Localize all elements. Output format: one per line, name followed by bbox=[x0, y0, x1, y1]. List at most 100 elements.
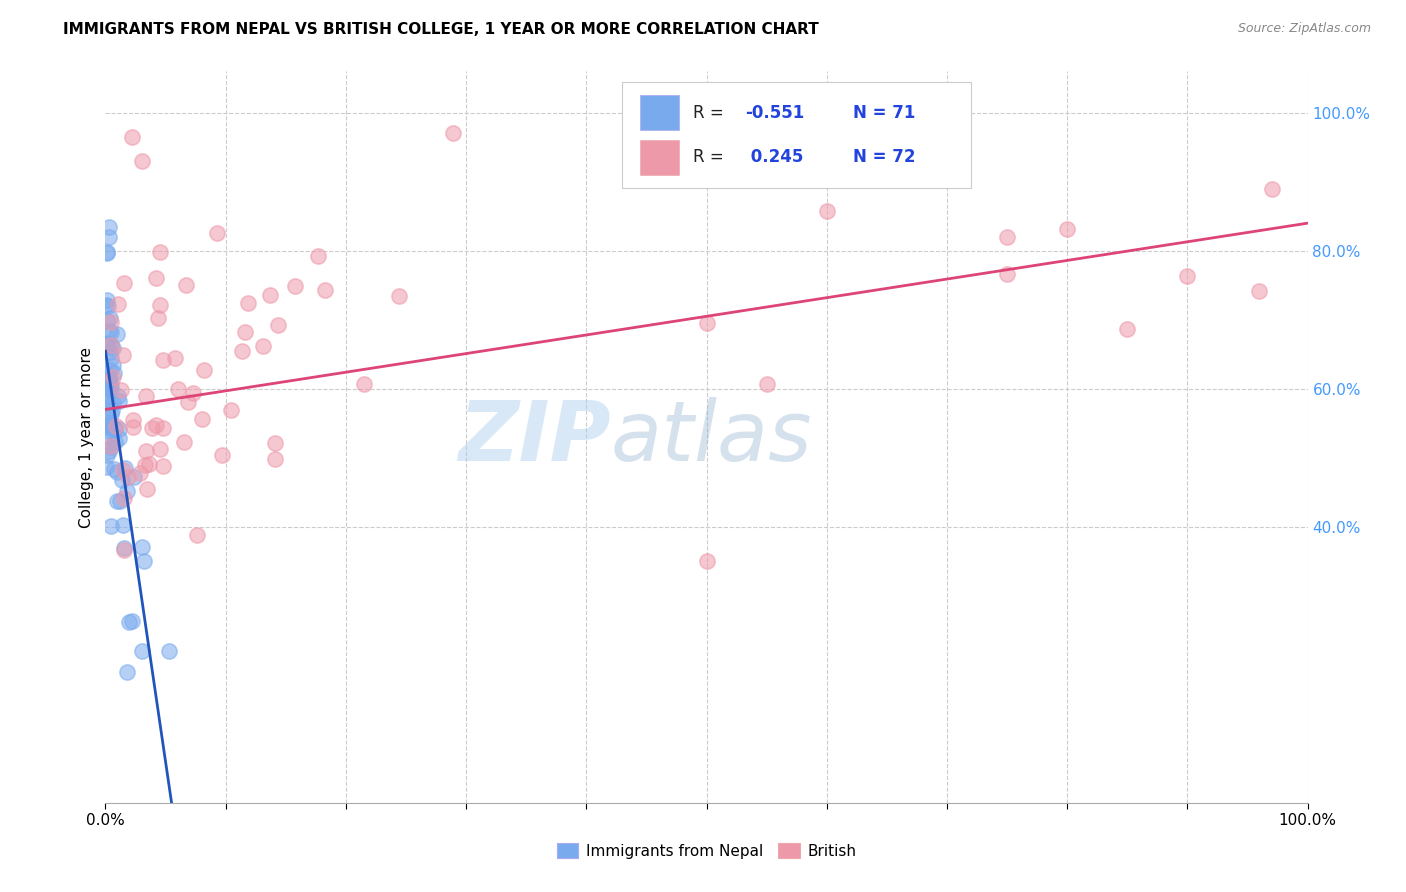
Point bbox=[101, 342, 124, 356]
Point bbox=[100, 325, 122, 339]
Point bbox=[145, 417, 167, 432]
Point bbox=[264, 452, 287, 467]
Point bbox=[107, 389, 129, 403]
Point bbox=[117, 470, 139, 484]
Point bbox=[122, 413, 145, 427]
Point bbox=[134, 458, 156, 472]
Point bbox=[96, 244, 118, 259]
Point bbox=[97, 369, 120, 384]
Point bbox=[97, 424, 120, 438]
Point bbox=[96, 388, 118, 402]
Point bbox=[100, 351, 122, 365]
Point bbox=[193, 363, 215, 377]
Point bbox=[252, 338, 274, 352]
Point bbox=[96, 448, 118, 462]
Point bbox=[101, 396, 124, 410]
Point bbox=[94, 298, 117, 312]
Point bbox=[115, 665, 138, 679]
Point bbox=[211, 448, 233, 462]
Point bbox=[696, 554, 718, 568]
Point bbox=[173, 434, 195, 449]
Point bbox=[97, 299, 120, 313]
Point bbox=[107, 422, 129, 436]
Point bbox=[259, 288, 281, 302]
Point bbox=[284, 279, 307, 293]
Point bbox=[100, 439, 122, 453]
Point bbox=[121, 614, 143, 628]
Point bbox=[104, 422, 127, 436]
Point bbox=[111, 348, 134, 362]
Point bbox=[105, 419, 128, 434]
Point bbox=[98, 310, 121, 325]
Point bbox=[141, 420, 163, 434]
Point bbox=[995, 267, 1018, 281]
Point bbox=[98, 380, 121, 394]
Text: N = 71: N = 71 bbox=[853, 103, 915, 122]
Point bbox=[876, 127, 898, 141]
Point bbox=[98, 421, 121, 435]
Point bbox=[995, 230, 1018, 244]
Point bbox=[152, 420, 174, 434]
Point bbox=[96, 460, 118, 475]
Point bbox=[388, 289, 411, 303]
Point bbox=[105, 326, 128, 341]
Point bbox=[97, 324, 120, 338]
Point bbox=[755, 376, 778, 391]
Point bbox=[122, 470, 145, 484]
Text: 0.245: 0.245 bbox=[745, 148, 803, 166]
Point bbox=[233, 325, 256, 339]
Point bbox=[167, 383, 190, 397]
Text: IMMIGRANTS FROM NEPAL VS BRITISH COLLEGE, 1 YEAR OR MORE CORRELATION CHART: IMMIGRANTS FROM NEPAL VS BRITISH COLLEGE… bbox=[63, 22, 820, 37]
Point bbox=[94, 410, 117, 425]
Point bbox=[98, 219, 121, 234]
Point bbox=[108, 393, 131, 408]
Point bbox=[97, 417, 120, 432]
Point bbox=[101, 359, 124, 373]
Point bbox=[112, 541, 135, 556]
Point bbox=[100, 519, 122, 533]
Point bbox=[135, 389, 157, 403]
Point bbox=[1260, 182, 1282, 196]
Point bbox=[98, 363, 121, 377]
Point bbox=[94, 392, 117, 407]
Point bbox=[121, 420, 143, 434]
Point bbox=[94, 368, 117, 382]
Point bbox=[112, 491, 135, 505]
Point bbox=[152, 458, 174, 473]
Point bbox=[131, 541, 153, 555]
Bar bbox=[640, 95, 679, 130]
Text: -0.551: -0.551 bbox=[745, 103, 804, 122]
Text: ZIP: ZIP bbox=[458, 397, 610, 477]
Point bbox=[174, 278, 197, 293]
Point bbox=[94, 419, 117, 434]
Point bbox=[181, 386, 204, 401]
Point bbox=[98, 345, 121, 359]
Point bbox=[121, 129, 143, 144]
Point bbox=[98, 382, 121, 396]
Point bbox=[96, 293, 118, 307]
Point bbox=[114, 460, 136, 475]
Point bbox=[100, 314, 122, 328]
Point bbox=[131, 644, 153, 658]
Point bbox=[149, 245, 172, 260]
Point bbox=[149, 298, 172, 312]
Point bbox=[108, 493, 131, 508]
Point bbox=[205, 226, 228, 240]
Point bbox=[97, 372, 120, 386]
Point bbox=[103, 462, 125, 476]
Point bbox=[100, 407, 122, 421]
Point bbox=[97, 381, 120, 395]
Point bbox=[135, 482, 157, 496]
Point bbox=[1116, 322, 1139, 336]
Point bbox=[111, 463, 134, 477]
Point bbox=[1249, 285, 1271, 299]
Point bbox=[264, 435, 287, 450]
Point bbox=[157, 644, 180, 658]
Text: R =: R = bbox=[693, 148, 730, 166]
Point bbox=[219, 403, 242, 417]
Point bbox=[105, 465, 128, 479]
Point bbox=[96, 314, 118, 328]
Point bbox=[98, 428, 121, 442]
Point bbox=[936, 169, 959, 183]
Point bbox=[118, 615, 141, 629]
